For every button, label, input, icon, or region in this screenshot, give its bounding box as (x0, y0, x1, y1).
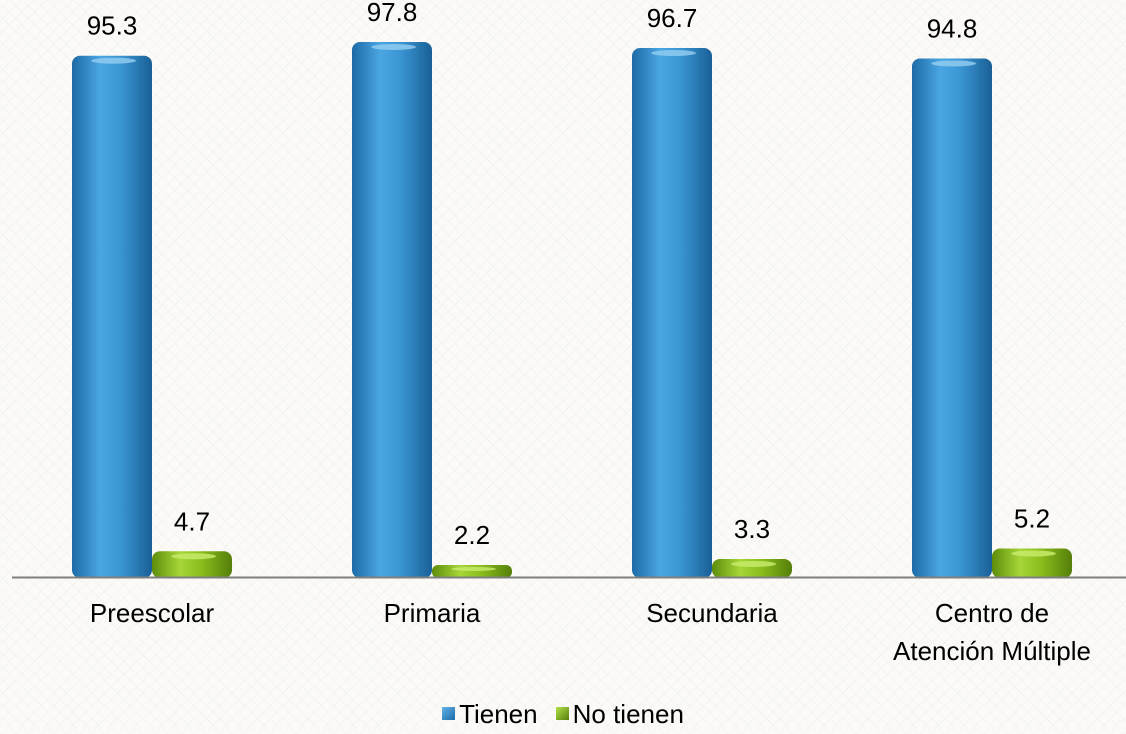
bar-body (352, 42, 432, 579)
data-label-no-tienen: 2.2 (454, 520, 490, 550)
bar-highlight (91, 57, 136, 64)
bar-highlight (731, 560, 776, 567)
bar-highlight (651, 50, 696, 57)
bar-tienen (632, 48, 712, 578)
bar-no-tienen (712, 558, 792, 578)
legend-item-tienen: Tienen (442, 701, 538, 727)
bar-body (912, 58, 992, 579)
bar-body (432, 564, 512, 578)
data-label-no-tienen: 3.3 (734, 514, 770, 544)
data-label-no-tienen: 5.2 (1014, 504, 1050, 534)
bar-highlight (1011, 550, 1056, 557)
category-label: Primaria (384, 598, 481, 628)
bar-no-tienen (432, 564, 512, 578)
category-label: Preescolar (90, 598, 215, 628)
data-label-tienen: 95.3 (87, 11, 138, 41)
legend-label-no-tienen: No tienen (572, 698, 684, 729)
legend: Tienen No tienen (0, 698, 1126, 729)
bar-body (992, 548, 1072, 578)
bar-highlight (451, 566, 496, 571)
bar-body (72, 55, 152, 579)
bar-tienen (352, 42, 432, 579)
bar-highlight (931, 60, 976, 67)
bar-body (632, 48, 712, 578)
bar-no-tienen (992, 548, 1072, 578)
legend-label-tienen: Tienen (459, 698, 538, 729)
legend-swatch-no-tienen (555, 707, 569, 720)
legend-item-no-tienen: No tienen (555, 698, 684, 729)
category-label: Centro de Atención Múltiple (893, 598, 1091, 666)
bar-highlight (171, 553, 217, 560)
bar-tienen (912, 58, 992, 579)
data-label-no-tienen: 4.7 (174, 506, 210, 536)
bar-tienen (72, 55, 152, 579)
legend-swatch-tienen (442, 707, 456, 720)
bar-highlight (371, 44, 416, 51)
bar-no-tienen (152, 551, 232, 578)
category-label: Secundaria (646, 598, 778, 628)
data-label-tienen: 96.7 (647, 3, 698, 33)
data-label-tienen: 97.8 (367, 0, 418, 27)
data-label-tienen: 94.8 (927, 13, 978, 43)
